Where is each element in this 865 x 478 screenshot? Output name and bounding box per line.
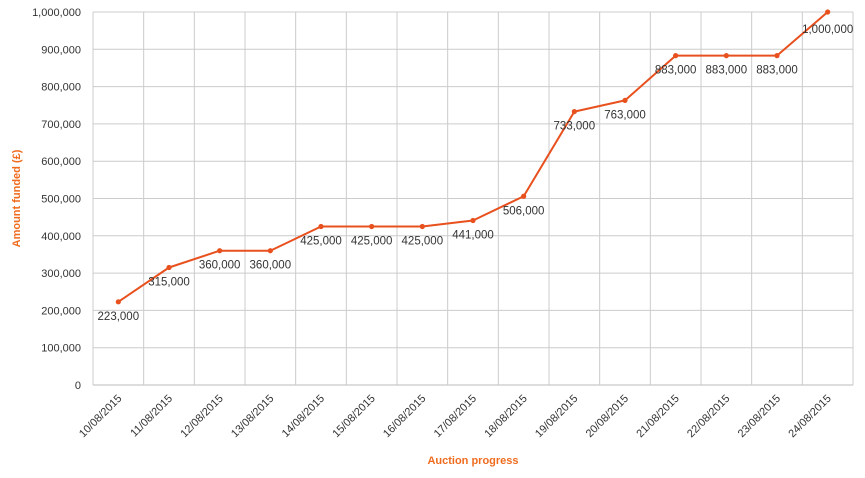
y-tick-label: 0 [75,380,81,392]
x-tick-label: 16/08/2015 [381,393,428,440]
data-point [723,53,729,59]
series-amount-funded [115,9,831,305]
x-tick-label: 23/08/2015 [736,393,783,440]
x-tick-label: 14/08/2015 [280,393,327,440]
data-label: 506,000 [503,205,545,217]
data-point [267,248,273,254]
x-tick-label: 20/08/2015 [584,393,631,440]
y-tick-label: 300,000 [41,268,81,280]
data-point [521,193,527,199]
y-tick-label: 600,000 [41,156,81,168]
x-tick-label: 15/08/2015 [330,393,377,440]
data-label: 360,000 [250,260,292,272]
y-tick-label: 800,000 [41,82,81,94]
y-tick-label: 700,000 [41,119,81,131]
x-tick-label: 24/08/2015 [786,393,833,440]
y-tick-label: 1,000,000 [32,7,81,19]
data-point [318,223,324,230]
data-label: 883,000 [655,65,697,77]
y-tick-label: 100,000 [41,343,81,355]
data-point [825,9,831,15]
data-label: 315,000 [148,277,190,289]
data-label: 883,000 [706,65,748,77]
x-tick-label: 22/08/2015 [685,393,732,440]
data-label: 360,000 [199,260,241,272]
y-tick-label: 200,000 [41,305,81,317]
data-point [470,217,476,224]
x-tick-label: 12/08/2015 [178,393,225,440]
data-label: 441,000 [452,230,494,242]
data-point [419,223,425,230]
x-tick-label: 17/08/2015 [432,393,479,440]
y-axis-title: Amount funded (£) [11,149,23,247]
data-label: 223,000 [98,311,140,323]
series-line [117,11,829,303]
data-label: 425,000 [300,235,342,247]
data-label: 1,000,000 [802,24,853,36]
x-tick-label: 18/08/2015 [482,393,529,440]
data-label: 733,000 [554,121,596,133]
x-tick-label: 11/08/2015 [128,393,175,440]
data-label: 425,000 [351,235,393,247]
data-point [115,299,121,305]
data-point [217,248,223,254]
data-labels: 223,000 315,000 360,000 360,000 425,000 425,0… [98,24,854,323]
data-point [571,108,577,115]
data-point [774,53,780,59]
data-point [166,264,172,271]
x-tick-label: 10/08/2015 [77,393,124,440]
data-point [622,97,628,104]
x-axis-ticks: 10/08/2015 11/08/2015 12/08/2015 13/08/2015… [77,393,834,440]
x-tick-label: 19/08/2015 [533,393,580,440]
data-point [673,53,679,59]
data-label: 883,000 [756,65,798,77]
data-point [369,223,375,230]
x-tick-label: 21/08/2015 [634,393,681,440]
x-tick-label: 13/08/2015 [229,393,276,440]
x-axis-title: Auction progress [427,455,518,467]
y-axis-ticks: 0 100,000 200,000 300,000 400,000 500,000 600,… [32,7,81,392]
data-label: 425,000 [402,235,444,247]
y-tick-label: 500,000 [41,194,81,206]
grid-lines [92,11,854,386]
y-tick-label: 900,000 [41,44,81,56]
y-tick-label: 400,000 [41,231,81,243]
data-label: 763,000 [604,109,646,121]
